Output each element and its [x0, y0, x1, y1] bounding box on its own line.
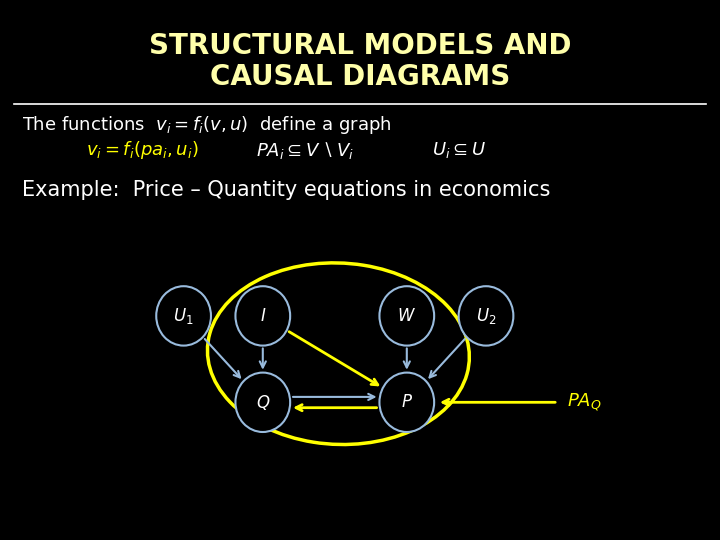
- Text: CAUSAL DIAGRAMS: CAUSAL DIAGRAMS: [210, 63, 510, 91]
- Text: $W$: $W$: [397, 307, 416, 325]
- Text: $v_i = f_i(pa_i, u_i)$: $v_i = f_i(pa_i, u_i)$: [86, 139, 199, 161]
- Ellipse shape: [235, 286, 290, 346]
- Text: The functions  $v_i = f_i(v,u)$  define a graph: The functions $v_i = f_i(v,u)$ define a …: [22, 114, 391, 136]
- Text: $U_2$: $U_2$: [476, 306, 496, 326]
- Text: $I$: $I$: [260, 307, 266, 325]
- Ellipse shape: [156, 286, 211, 346]
- Text: $P$: $P$: [401, 393, 413, 411]
- Text: $U_i \subseteq U$: $U_i \subseteq U$: [432, 140, 486, 160]
- Ellipse shape: [379, 286, 434, 346]
- Text: $U_1$: $U_1$: [174, 306, 194, 326]
- Text: $Q$: $Q$: [256, 393, 270, 412]
- Text: $PA_i \subseteq V \setminus V_i$: $PA_i \subseteq V \setminus V_i$: [256, 140, 354, 160]
- Ellipse shape: [379, 373, 434, 432]
- Text: $PA_Q$: $PA_Q$: [567, 392, 601, 413]
- Text: Example:  Price – Quantity equations in economics: Example: Price – Quantity equations in e…: [22, 180, 550, 200]
- Text: STRUCTURAL MODELS AND: STRUCTURAL MODELS AND: [149, 32, 571, 60]
- Ellipse shape: [459, 286, 513, 346]
- Ellipse shape: [235, 373, 290, 432]
